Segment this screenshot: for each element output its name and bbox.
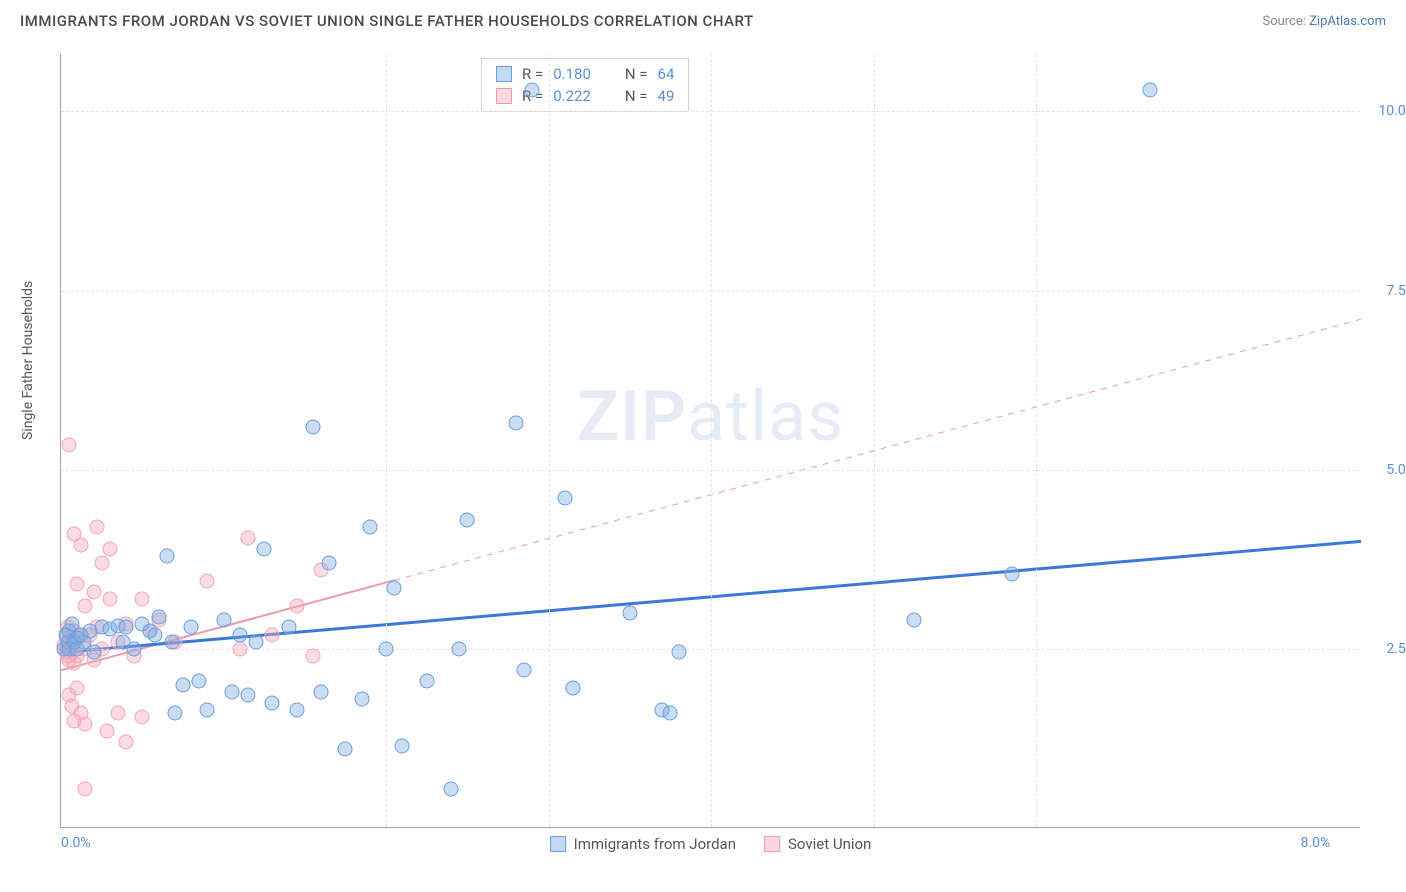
y-tick-label: 5.0% <box>1386 462 1406 478</box>
legend-item: Soviet Union <box>764 835 871 853</box>
data-point <box>305 649 320 664</box>
gridline-vertical <box>1036 54 1037 827</box>
legend-swatch <box>550 836 566 852</box>
data-point <box>167 706 182 721</box>
data-point <box>517 663 532 678</box>
data-point <box>148 627 163 642</box>
data-point <box>151 609 166 624</box>
data-point <box>73 537 88 552</box>
data-point <box>265 627 280 642</box>
source-link[interactable]: ZipAtlas.com <box>1309 14 1386 29</box>
data-point <box>289 598 304 613</box>
data-point <box>119 620 134 635</box>
data-point <box>1004 566 1019 581</box>
data-point <box>216 613 231 628</box>
data-point <box>671 645 686 660</box>
gridline-vertical <box>386 54 387 827</box>
data-point <box>86 645 101 660</box>
data-point <box>232 627 247 642</box>
x-tick-label: 8.0% <box>1301 835 1331 851</box>
legend-swatch <box>764 836 780 852</box>
data-point <box>192 674 207 689</box>
y-tick-label: 2.5% <box>1386 641 1406 657</box>
series-legend: Immigrants from Jordan Soviet Union <box>550 835 872 853</box>
data-point <box>110 706 125 721</box>
data-point <box>379 641 394 656</box>
data-point <box>232 641 247 656</box>
data-point <box>525 82 540 97</box>
data-point <box>257 541 272 556</box>
data-point <box>265 695 280 710</box>
gridline-vertical <box>711 54 712 827</box>
data-point <box>184 620 199 635</box>
data-point <box>907 613 922 628</box>
data-point <box>102 541 117 556</box>
data-point <box>70 681 85 696</box>
data-point <box>305 419 320 434</box>
data-point <box>224 684 239 699</box>
data-point <box>200 573 215 588</box>
data-point <box>338 742 353 757</box>
gridline-vertical <box>874 54 875 827</box>
data-point <box>164 634 179 649</box>
data-point <box>78 781 93 796</box>
data-point <box>175 677 190 692</box>
data-point <box>159 548 174 563</box>
y-axis-label: Single Father Households <box>20 281 36 440</box>
data-point <box>62 437 77 452</box>
plot-area: ZIPatlas R = 0.180N = 64R = 0.222N = 49 … <box>60 54 1360 828</box>
x-tick-label: 0.0% <box>61 835 91 851</box>
data-point <box>565 681 580 696</box>
data-point <box>322 555 337 570</box>
data-point <box>1142 82 1157 97</box>
data-point <box>281 620 296 635</box>
data-point <box>314 684 329 699</box>
data-point <box>94 555 109 570</box>
data-point <box>78 598 93 613</box>
chart-title: IMMIGRANTS FROM JORDAN VS SOVIET UNION S… <box>20 12 754 30</box>
data-point <box>102 591 117 606</box>
data-point <box>557 491 572 506</box>
legend-item: Immigrants from Jordan <box>550 835 736 853</box>
data-point <box>86 584 101 599</box>
data-point <box>240 688 255 703</box>
data-point <box>135 591 150 606</box>
data-point <box>362 520 377 535</box>
data-point <box>78 717 93 732</box>
data-point <box>354 692 369 707</box>
data-point <box>419 674 434 689</box>
data-point <box>387 580 402 595</box>
data-point <box>452 641 467 656</box>
gridline-vertical <box>549 54 550 827</box>
data-point <box>289 702 304 717</box>
data-point <box>240 530 255 545</box>
data-point <box>444 781 459 796</box>
data-point <box>89 520 104 535</box>
y-tick-label: 7.5% <box>1386 283 1406 299</box>
data-point <box>622 606 637 621</box>
data-point <box>135 709 150 724</box>
data-point <box>99 724 114 739</box>
data-point <box>249 634 264 649</box>
data-point <box>200 702 215 717</box>
data-point <box>119 735 134 750</box>
data-point <box>509 416 524 431</box>
y-tick-label: 10.0% <box>1378 103 1406 119</box>
data-point <box>460 512 475 527</box>
data-point <box>70 577 85 592</box>
data-point <box>663 706 678 721</box>
data-point <box>127 641 142 656</box>
data-point <box>395 738 410 753</box>
source-credit: Source: ZipAtlas.com <box>1262 14 1386 29</box>
